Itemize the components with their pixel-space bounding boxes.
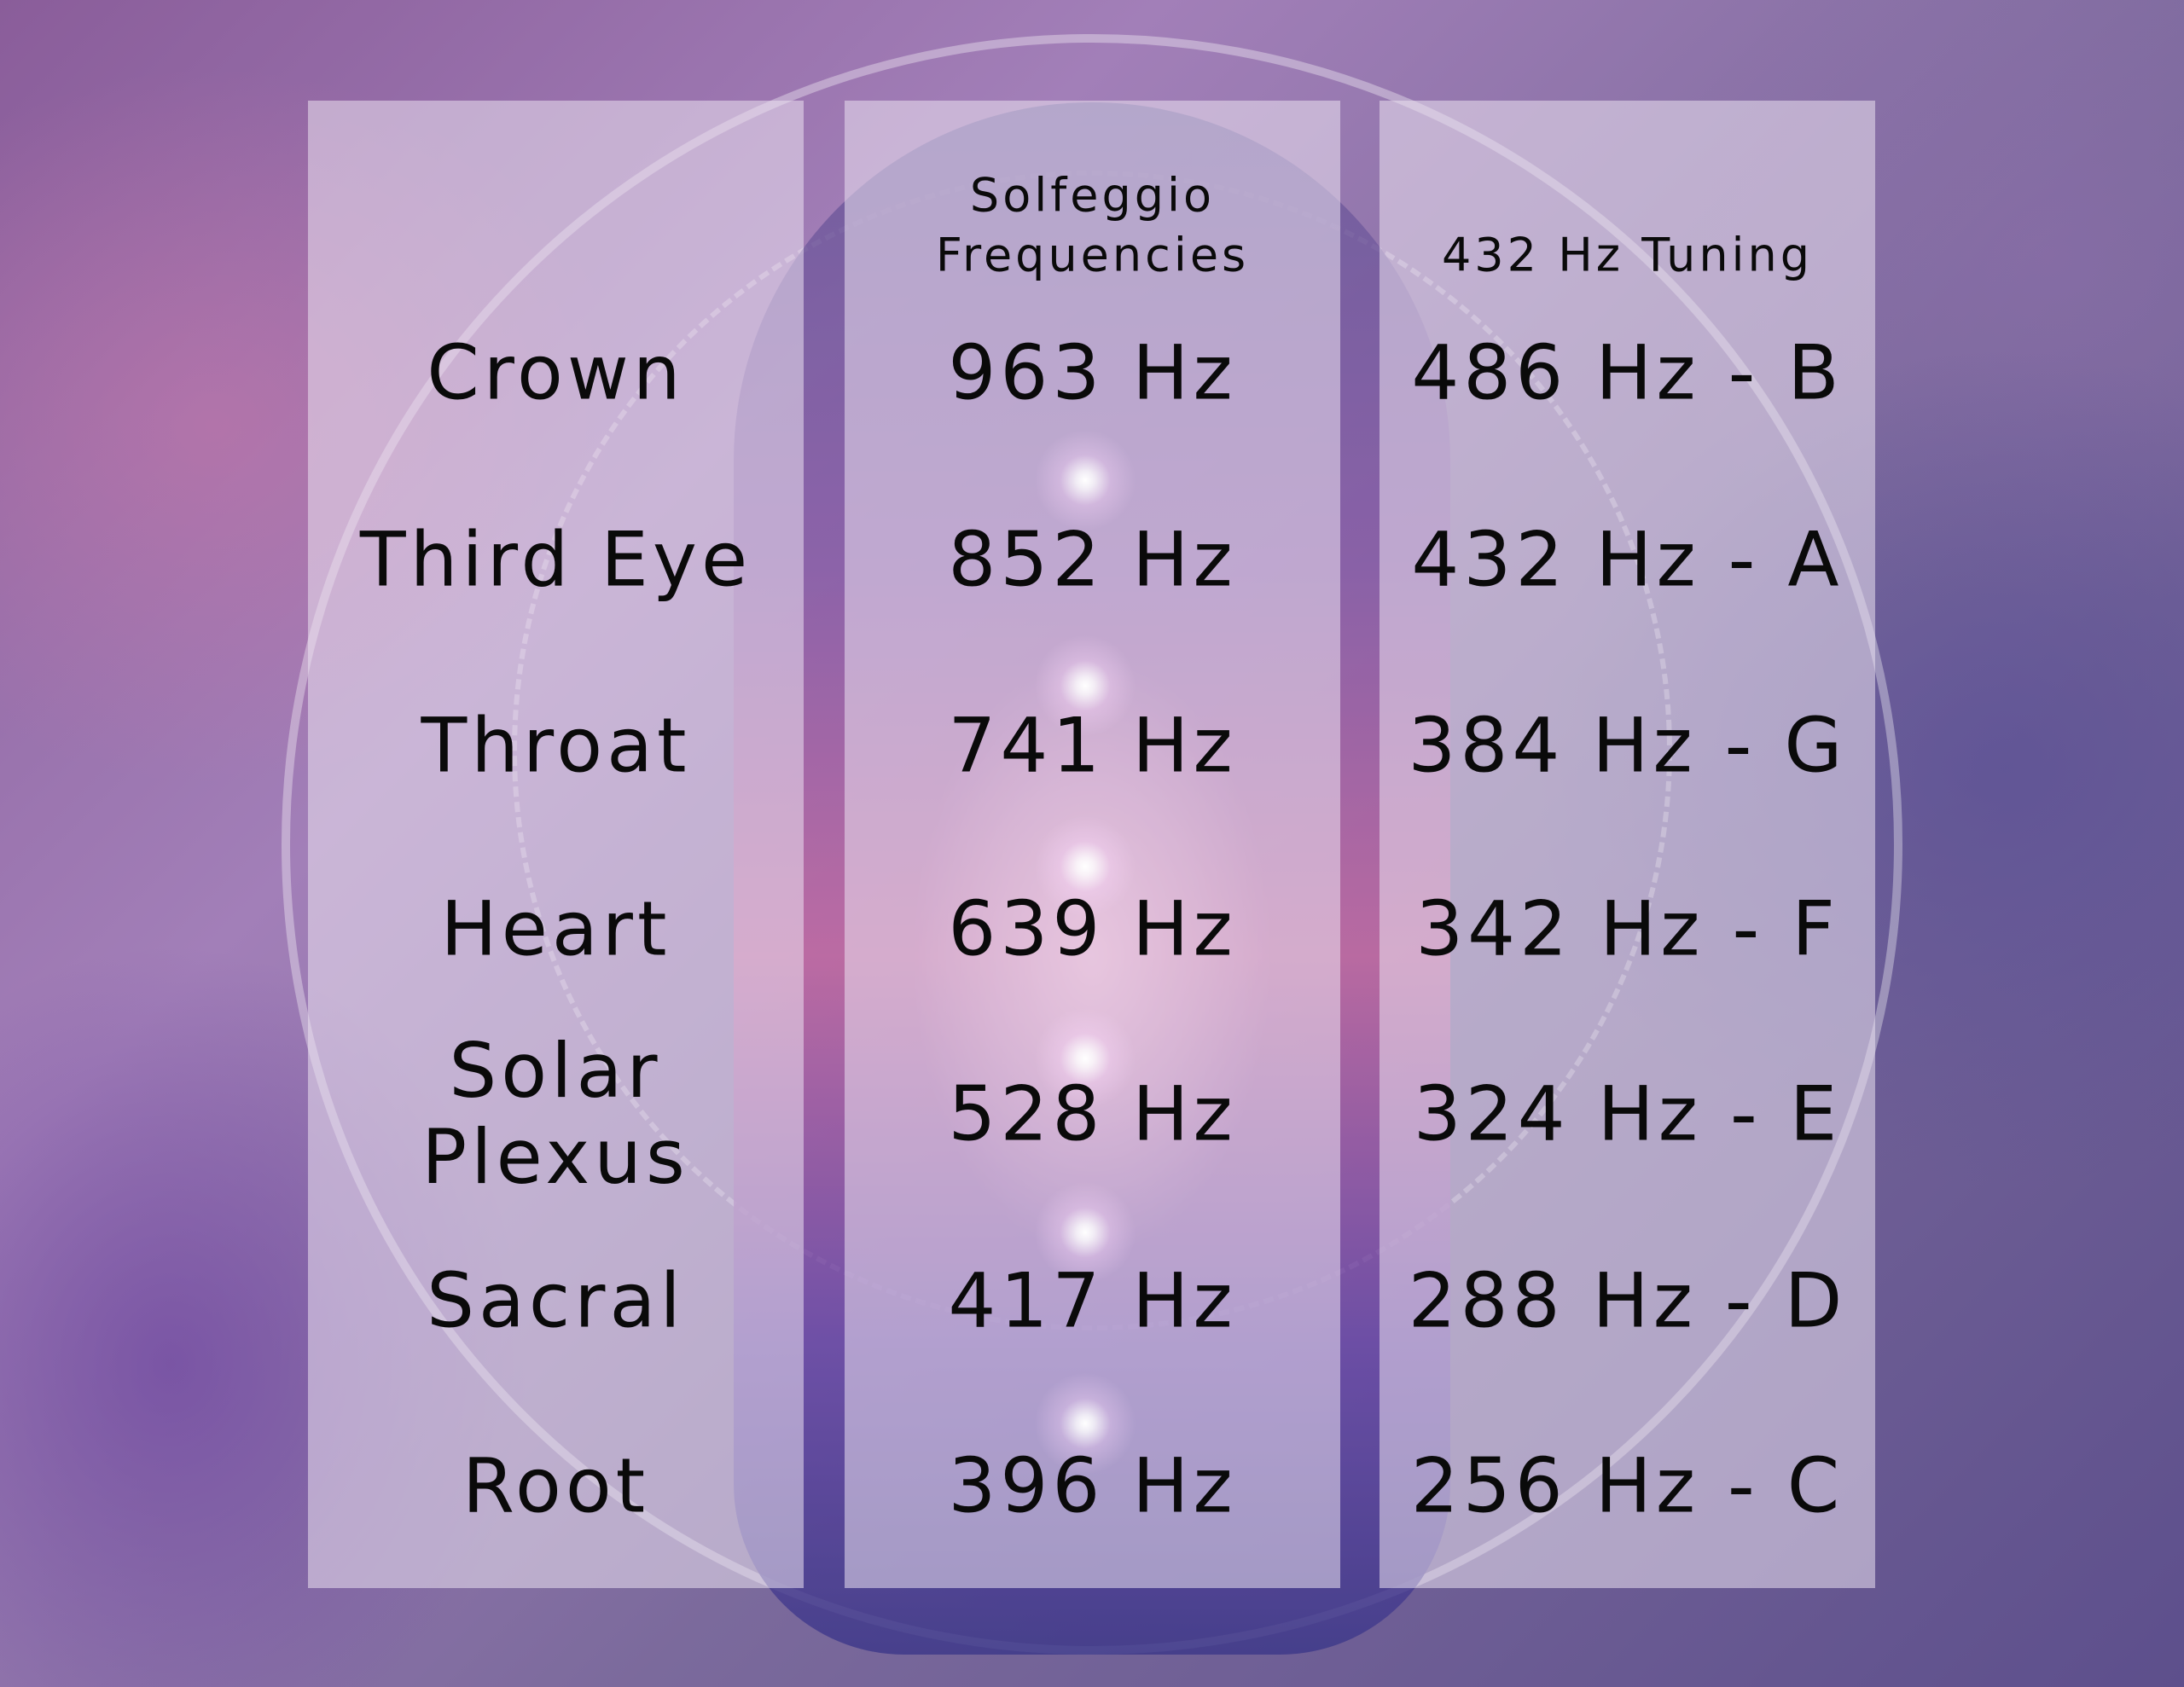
tuning-frequency-note: 288 Hz - D — [1408, 1256, 1847, 1345]
header-solfeggio-line2: Frequencies — [935, 228, 1250, 282]
header-tuning: 432 Hz Tuning — [1441, 228, 1814, 282]
chakra-name: Third Eye — [359, 515, 752, 604]
solfeggio-frequency: 417 Hz — [948, 1256, 1237, 1345]
header-solfeggio-line1: Solfeggio — [969, 168, 1216, 223]
solfeggio-frequency: 396 Hz — [948, 1441, 1237, 1530]
solfeggio-frequency: 963 Hz — [948, 328, 1237, 417]
solfeggio-frequency: 741 Hz — [948, 701, 1237, 790]
tuning-frequency-note: 432 Hz - A — [1411, 515, 1844, 604]
chakra-star-glow — [1034, 1372, 1136, 1475]
solfeggio-frequency: 639 Hz — [948, 884, 1237, 973]
chakra-star-glow — [1034, 1181, 1136, 1284]
chakra-name: Solar Plexus — [421, 1026, 689, 1201]
chakra-star-glow — [1034, 429, 1136, 531]
solfeggio-frequency: 528 Hz — [948, 1070, 1237, 1158]
tuning-frequency-note: 256 Hz - C — [1410, 1441, 1844, 1530]
chakra-star-glow — [1034, 1007, 1136, 1110]
chakra-name: Sacral — [427, 1256, 685, 1345]
chakra-name: Crown — [427, 328, 685, 417]
chakra-star-glow — [1034, 815, 1136, 918]
chakra-star-glow — [1034, 635, 1136, 737]
chakra-name: Root — [462, 1441, 650, 1530]
tuning-frequency-note: 486 Hz - B — [1411, 328, 1844, 417]
chakra-name: Heart — [440, 884, 671, 973]
chakra-name: Throat — [421, 701, 691, 790]
tuning-frequency-note: 384 Hz - G — [1408, 701, 1847, 790]
tuning-frequency-note: 324 Hz - E — [1413, 1070, 1842, 1158]
chakra-column — [308, 101, 804, 1588]
tuning-column — [1380, 101, 1875, 1588]
tuning-frequency-note: 342 Hz - F — [1415, 884, 1839, 973]
solfeggio-frequency: 852 Hz — [948, 515, 1237, 604]
